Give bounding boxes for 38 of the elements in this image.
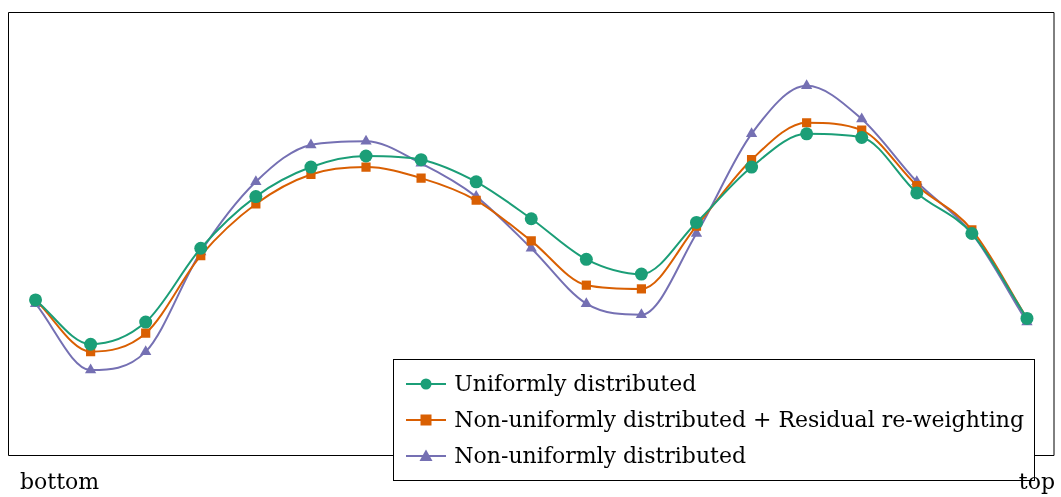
point [139,315,153,329]
point [359,149,373,163]
point [360,134,372,145]
point [140,345,152,355]
point [524,212,538,226]
point [249,190,263,204]
point [84,363,97,374]
point [634,267,648,281]
point [526,236,536,246]
point [745,127,758,138]
point [580,297,592,307]
point [855,131,869,145]
point [745,160,759,174]
point [635,308,648,318]
point [194,241,208,255]
point [469,175,483,189]
point [856,112,868,123]
legend-label: Non-uniformly distributed [454,442,747,470]
point [636,284,646,294]
point [801,79,813,90]
point [250,175,262,186]
point [305,138,317,149]
point [910,186,924,200]
point [579,252,593,266]
point [416,173,426,183]
point [141,328,151,338]
point [361,162,371,172]
point [802,118,812,128]
point [581,280,591,290]
legend-label: Non-uniformly distributed + Residual re-weighting [454,406,1024,434]
legend-label: Uniformly distributed [454,370,697,398]
point [304,160,318,174]
text: bottom [20,469,100,494]
point [84,337,98,351]
text: top [1018,469,1055,494]
point [800,127,814,141]
point [471,195,481,205]
point [689,215,703,229]
